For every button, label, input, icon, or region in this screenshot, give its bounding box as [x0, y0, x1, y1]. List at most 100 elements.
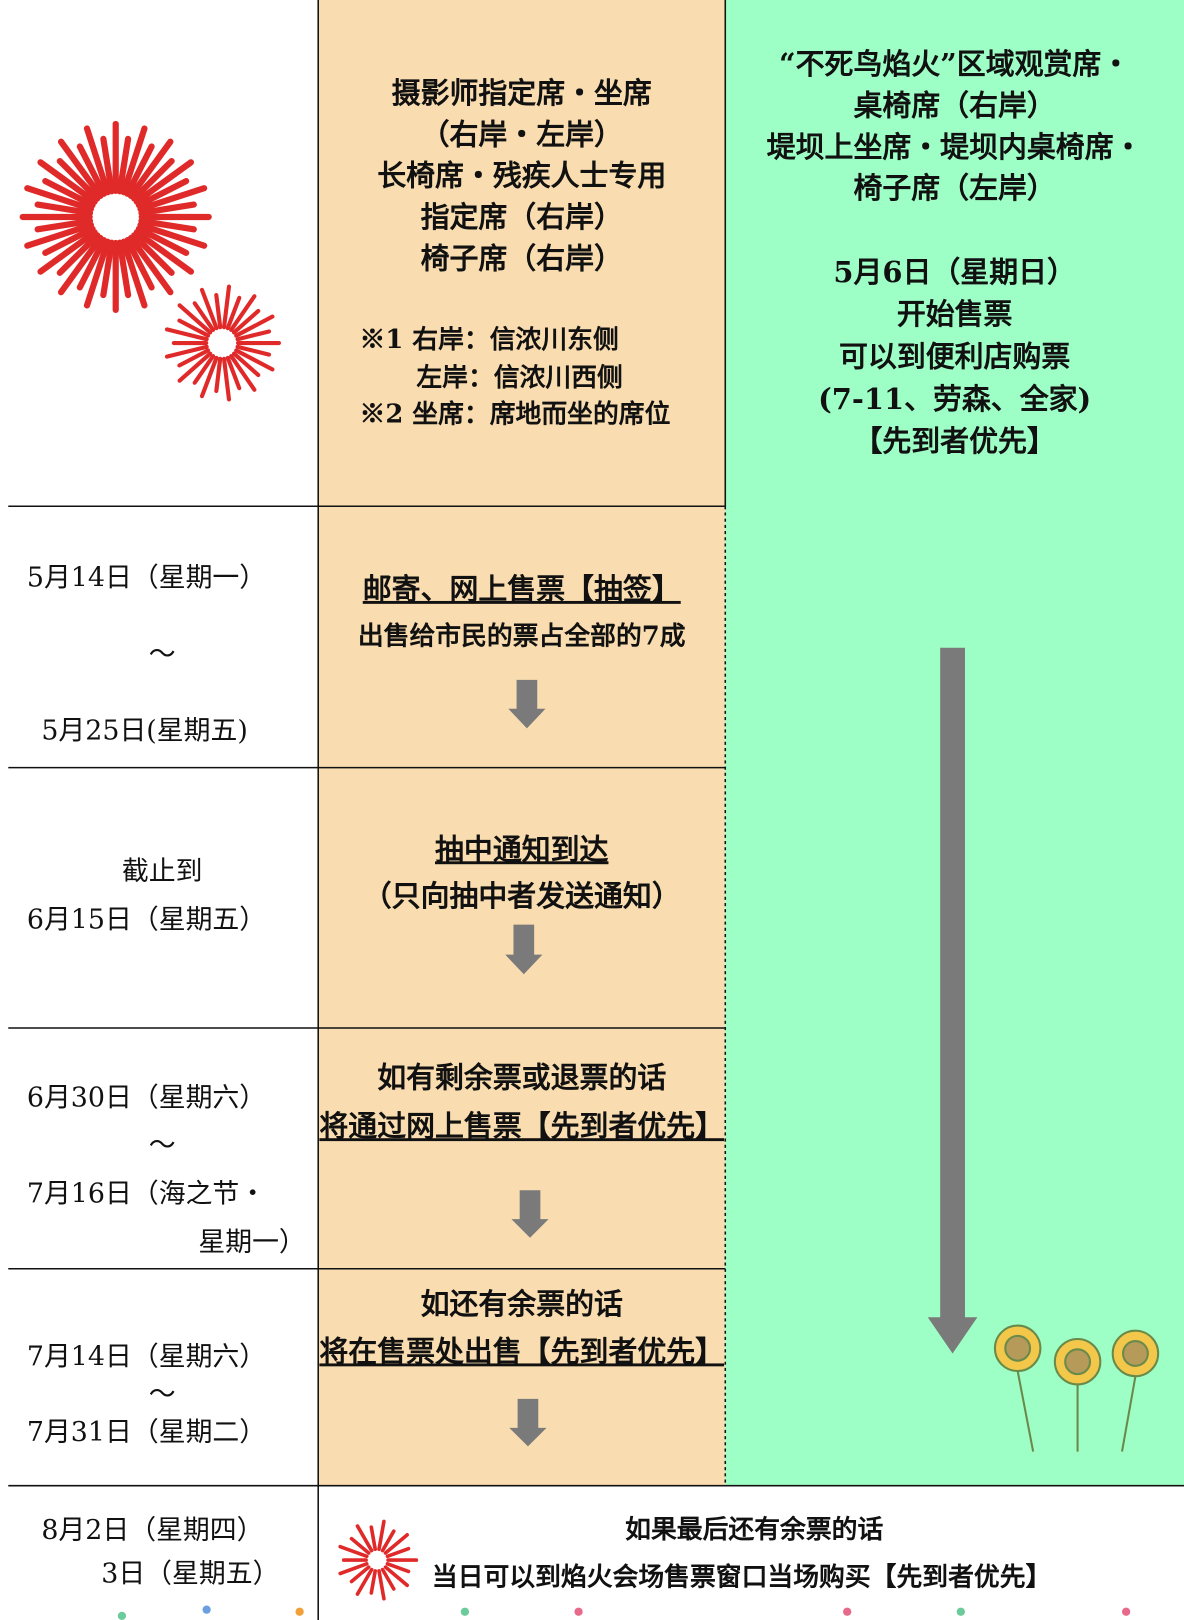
firework-ray — [380, 1529, 396, 1553]
note: 左岸：信浓川西侧 — [416, 363, 623, 393]
step: 抽中通知到达 — [435, 832, 609, 866]
firework-ray — [338, 1544, 369, 1559]
firework-ray — [124, 143, 155, 197]
firework-ray — [138, 217, 197, 233]
date: 星期一） — [198, 1227, 305, 1258]
final-text: 如果最后还有余票的话 — [625, 1514, 883, 1545]
note: ※1 右岸：信浓川东侧 — [360, 324, 619, 355]
firework-ray — [131, 157, 175, 202]
firework-ray — [24, 221, 95, 249]
firework-ray — [138, 201, 197, 216]
firework-ray — [177, 348, 211, 368]
phoenix-line: 椅子席（左岸） — [853, 171, 1055, 205]
date: 3日（星期五） — [101, 1559, 279, 1590]
firework-ray — [42, 177, 96, 209]
row: 6月30日（星期六） ～ 7月16日（海之节・ 星期一） 如有剩余票或退票的话 … — [27, 1061, 724, 1258]
date: 5月25日(星期五) — [41, 716, 248, 747]
firework-ray — [56, 157, 101, 202]
firework-ray — [380, 1567, 396, 1591]
firework-ray — [131, 232, 175, 276]
firework-ray — [177, 351, 213, 383]
firework-ray — [385, 1546, 411, 1559]
firework-ray — [76, 143, 107, 197]
firework-ray — [225, 355, 242, 391]
firework-ray — [133, 159, 195, 205]
firework-ray — [355, 1524, 374, 1553]
firework-ray — [235, 329, 272, 342]
step: 将通过网上售票【先到者优先】 — [319, 1109, 724, 1143]
header: 摄影师指定席・坐席 （右岸・左岸） 长椅席・残疾人士专用 指定席（右岸） 椅子席… — [360, 47, 1143, 458]
phoenix-line: “不死鸟焰火”区域观赏席・ — [779, 47, 1130, 81]
phoenix-line: 5月6日（星期日） — [833, 255, 1076, 289]
firework-ray — [42, 225, 96, 256]
firework-ray — [234, 348, 275, 372]
firework-ray — [338, 1562, 369, 1576]
firework-ray — [124, 237, 155, 291]
firework-ray — [120, 238, 148, 309]
seat-line: 长椅席・残疾人士专用 — [377, 159, 666, 193]
firework-ray — [177, 318, 211, 338]
firework-ray — [377, 1569, 386, 1601]
firework-ray — [34, 201, 94, 216]
firework-ray — [192, 354, 216, 385]
firework-ray — [57, 234, 104, 296]
date: 5月14日（星期一） — [27, 563, 266, 594]
firework-ray — [127, 138, 174, 200]
firework-ray — [164, 327, 209, 342]
row: 5月14日（星期一） ～ 5月25日(星期五) 邮寄、网上售票【抽签】 出售给市… — [27, 563, 686, 747]
date: 截止到 — [122, 856, 203, 887]
final-row: 8月2日（星期四） 3日（星期五） 如果最后还有余票的话 当日可以到焰火会场售票… — [41, 1514, 1051, 1593]
step: 出售给市民的票占全部的7成 — [358, 620, 686, 651]
firework-ray — [385, 1562, 411, 1574]
date: 6月15日（星期五） — [27, 905, 266, 936]
firework-ray — [127, 234, 174, 296]
seat-line: 摄影师指定席・坐席 — [392, 76, 652, 110]
firework-ray — [229, 294, 257, 332]
firework-ray — [383, 1533, 409, 1555]
note: ※2 坐席：席地而坐的席位 — [360, 398, 671, 429]
date: 6月30日（星期六） — [27, 1082, 266, 1113]
step: 邮寄、网上售票【抽签】 — [363, 572, 681, 606]
firework-ray — [164, 344, 209, 359]
firework-ray — [135, 177, 190, 209]
firework-ray — [100, 239, 115, 299]
seat-line: 椅子席（右岸） — [421, 241, 623, 275]
firework-ray — [349, 1536, 371, 1555]
firework-ray — [192, 301, 216, 332]
firework-ray — [137, 185, 208, 213]
firework-ray — [231, 351, 261, 378]
phoenix-line: 开始售票 — [897, 297, 1013, 331]
firework-ray — [229, 354, 257, 392]
firework-ray — [135, 225, 190, 256]
dots — [117, 1605, 1131, 1620]
firework-ray — [37, 229, 98, 275]
sunflowers — [993, 1324, 1160, 1452]
firework-ray — [369, 1525, 378, 1552]
firework-ray — [235, 344, 272, 357]
step: （只向抽中者发送通知） — [363, 879, 681, 913]
firework-ray — [83, 125, 111, 196]
firework-ray — [100, 135, 115, 195]
step: 将在售票处出售【先到者优先】 — [319, 1334, 724, 1368]
date: 7月16日（海之节・ — [27, 1178, 266, 1209]
firework-ray — [225, 295, 242, 331]
firework-ray — [177, 303, 213, 335]
phoenix-line: (7-11、劳森、全家) — [818, 382, 1091, 416]
firework-ray — [383, 1565, 409, 1588]
firework-ray — [349, 1565, 371, 1584]
firework-ray — [355, 1567, 374, 1596]
grid — [8, 0, 1184, 1620]
firework-ray — [76, 237, 107, 291]
step: 如有剩余票或退票的话 — [377, 1061, 666, 1095]
firework-ray — [116, 239, 132, 299]
step: 如还有余票的话 — [421, 1287, 623, 1321]
firework-ray — [231, 308, 261, 335]
date: ～ — [149, 1379, 176, 1410]
firework-ray — [133, 229, 195, 275]
phoenix-line: 【先到者优先】 — [853, 424, 1055, 458]
final-text: 当日可以到焰火会场售票窗口当场购买【先到者优先】 — [432, 1562, 1052, 1593]
firework-ray — [199, 355, 219, 399]
firework-ray — [221, 356, 232, 402]
